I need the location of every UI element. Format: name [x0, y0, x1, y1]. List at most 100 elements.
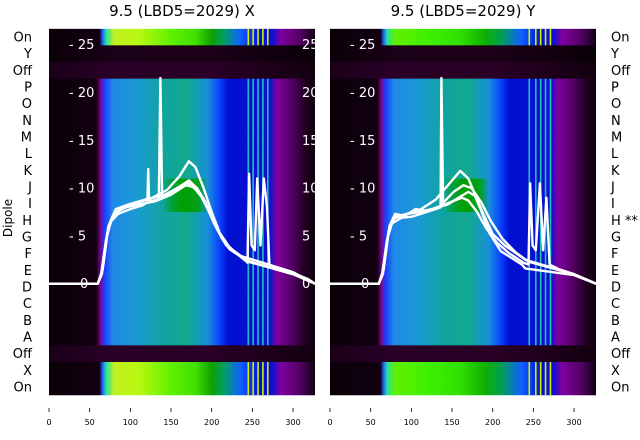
heatmap-stripe [539, 311, 542, 330]
row-label: C [23, 297, 32, 312]
heatmap-stripe [262, 78, 264, 96]
heatmap-stripe [528, 112, 531, 130]
heatmap-stripe [262, 261, 264, 280]
heatmap-stripe [262, 328, 264, 346]
heatmap-stripe [252, 295, 254, 313]
heatmap-stripe [262, 311, 264, 330]
heatmap-stripe [257, 245, 259, 263]
heatmap-stripe [528, 278, 531, 296]
heatmap-row [49, 345, 315, 363]
row-label: On [611, 380, 629, 395]
panel-x: 9.5 (LBD5=2029) X 0 0 - 5 5 - 10 10 - 15 15 - 20… [13, 2, 319, 427]
heatmap-stripe [549, 228, 552, 246]
heatmap-stripe [539, 245, 542, 263]
heatmap-stripe [528, 311, 531, 330]
heatmap-stripe [267, 128, 269, 146]
heatmap-stripe [544, 361, 547, 380]
heatmap-stripe [534, 145, 537, 163]
row-label: E [611, 264, 619, 279]
row-label: J [27, 181, 32, 196]
heatmap-stripe [267, 328, 269, 346]
row-label: Y [610, 47, 619, 62]
heatmap-stripe [247, 28, 250, 46]
row-label: On [611, 31, 629, 46]
row-label: L [611, 147, 619, 162]
heatmap-stripe [267, 145, 269, 163]
heatmap-stripe [544, 278, 547, 296]
row-label: P [611, 81, 619, 96]
heatmap-stripe [267, 311, 269, 330]
heatmap-stripe [252, 28, 254, 46]
heatmap-stripe [544, 162, 547, 180]
heatmap-stripe [267, 162, 269, 180]
heatmap-stripe [539, 361, 542, 380]
heatmap-stripe [252, 378, 254, 396]
heatmap-row [330, 45, 596, 63]
heatmap-stripe [252, 195, 254, 213]
heatmap-stripe [539, 378, 542, 396]
heatmap-stripe [544, 112, 547, 130]
heatmap-stripe [257, 128, 259, 146]
row-label: X [23, 364, 32, 379]
heatmap-stripe [252, 278, 254, 296]
row-label: Off [611, 347, 631, 362]
overlay-line [49, 181, 315, 285]
x-tick-label: 100 [123, 418, 138, 427]
heatmap-stripe [549, 295, 552, 313]
heatmap-row [330, 345, 596, 363]
overlay-y-tick-label-right: 25 [302, 38, 319, 53]
x-tick-label: 0 [46, 418, 51, 427]
x-tick-label: 200 [485, 418, 500, 427]
heatmap-stripe [262, 95, 264, 113]
overlay-y-tick-label: - 25 [69, 38, 94, 53]
heatmap-stripe [257, 162, 259, 180]
heatmap-stripe [549, 145, 552, 163]
heatmap-stripe [549, 128, 552, 146]
heatmap-stripe [257, 311, 259, 330]
heatmap-stripe [549, 311, 552, 330]
heatmap-stripe [247, 95, 250, 113]
heatmap-stripe [262, 228, 264, 246]
heatmap-stripe [534, 162, 537, 180]
row-label: On [14, 380, 32, 395]
heatmap-stripe [267, 28, 269, 46]
heatmap-row [49, 112, 315, 130]
heatmap-stripe [528, 361, 531, 380]
overlay-y-tick-label: - 5 [69, 229, 86, 244]
heatmap-stripe [267, 78, 269, 96]
heatmap-stripe [252, 361, 254, 380]
heatmap-row [49, 378, 315, 396]
heatmap-row [49, 311, 315, 330]
row-label: E [24, 264, 32, 279]
heatmap-stripe [267, 378, 269, 396]
heatmap-stripe [267, 278, 269, 296]
heatmap-stripe [534, 78, 537, 96]
row-label: B [611, 314, 620, 329]
heatmap-stripe [549, 245, 552, 263]
row-label: I [28, 197, 32, 212]
heatmap-stripe [539, 78, 542, 96]
overlay-y-tick-label: - 20 [350, 86, 375, 101]
heatmap-stripe [262, 361, 264, 380]
heatmap-row [330, 112, 596, 130]
heatmap-stripe [252, 162, 254, 180]
row-label: Off [13, 347, 33, 362]
heatmap-stripe [549, 361, 552, 380]
heatmap-stripe [247, 378, 250, 396]
heatmap-stripe [549, 112, 552, 130]
heatmap-stripe [539, 328, 542, 346]
heatmap-stripe [549, 195, 552, 213]
heatmap-stripe [252, 228, 254, 246]
heatmap-stripe [262, 112, 264, 130]
heatmap-stripe [247, 261, 250, 280]
heatmap-stripe [247, 162, 250, 180]
overlay-y-tick-label: - 10 [69, 182, 94, 197]
row-label: B [23, 314, 32, 329]
heatmap-stripe [262, 378, 264, 396]
x-tick-label: 250 [245, 418, 260, 427]
heatmap-stripe [539, 112, 542, 130]
heatmap-row [330, 311, 596, 330]
heatmap-stripe [252, 178, 254, 196]
heatmap-stripe [528, 328, 531, 346]
row-label: Off [13, 64, 33, 79]
